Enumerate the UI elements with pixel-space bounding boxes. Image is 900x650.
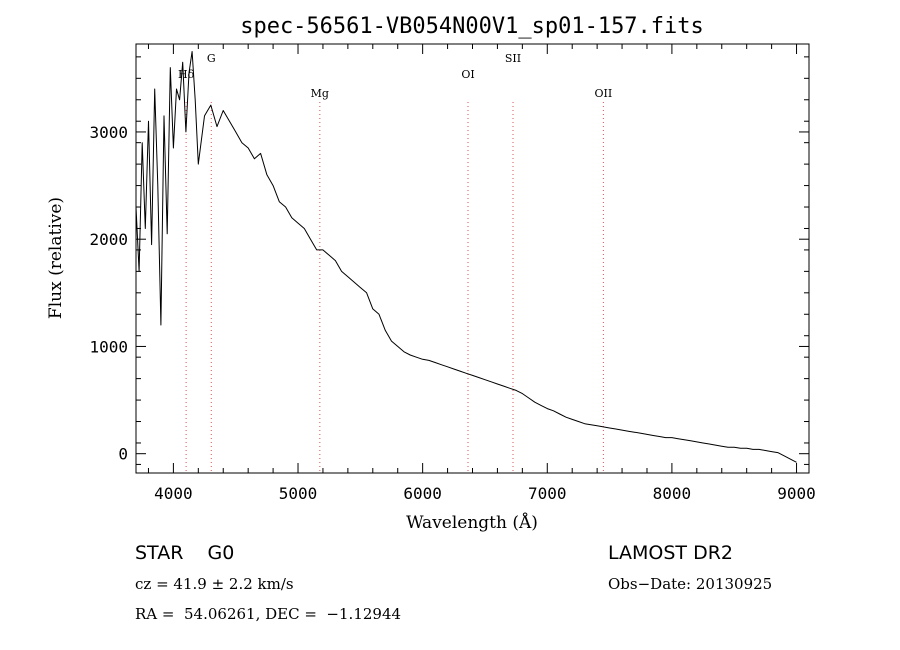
spectral-line-markers: Hδ G Mg OI SII OII xyxy=(178,52,612,473)
x-axis-label: Wavelength (Å) xyxy=(406,512,538,533)
spectral-line-label: OI xyxy=(461,68,474,81)
y-tick-label: 0 xyxy=(118,445,128,464)
y-axis-label: Flux (relative) xyxy=(46,197,66,319)
x-axis: 4000 5000 6000 7000 8000 9000 xyxy=(147,44,816,503)
redshift-readout: cz = 41.9 ± 2.2 km/s xyxy=(135,575,294,593)
x-tick-label: 8000 xyxy=(653,484,692,503)
coordinates: RA = 54.06261, DEC = −1.12944 xyxy=(135,605,402,623)
spectral-line-label: Mg xyxy=(311,87,329,100)
object-class: STAR G0 xyxy=(135,542,235,564)
x-tick-label: 4000 xyxy=(154,484,193,503)
obs-date: Obs−Date: 20130925 xyxy=(608,575,773,593)
x-tick-label: 6000 xyxy=(403,484,442,503)
x-tick-label: 5000 xyxy=(279,484,318,503)
y-tick-label: 1000 xyxy=(89,337,128,356)
spectral-line-label: G xyxy=(207,52,216,65)
spectral-line-label: SII xyxy=(505,52,521,65)
spectral-line-label: Hδ xyxy=(178,68,195,81)
chart-title: spec-56561-VB054N00V1_sp01-157.fits xyxy=(240,14,704,39)
y-tick-label: 2000 xyxy=(89,230,128,249)
plot-frame xyxy=(135,43,810,474)
spectrum-line xyxy=(135,51,797,463)
y-axis: 0 1000 2000 3000 xyxy=(89,56,809,465)
survey-name: LAMOST DR2 xyxy=(608,542,733,564)
y-tick-label: 3000 xyxy=(89,123,128,142)
x-tick-label: 7000 xyxy=(528,484,567,503)
spectral-line-label: OII xyxy=(595,87,613,100)
x-tick-label: 9000 xyxy=(777,484,816,503)
